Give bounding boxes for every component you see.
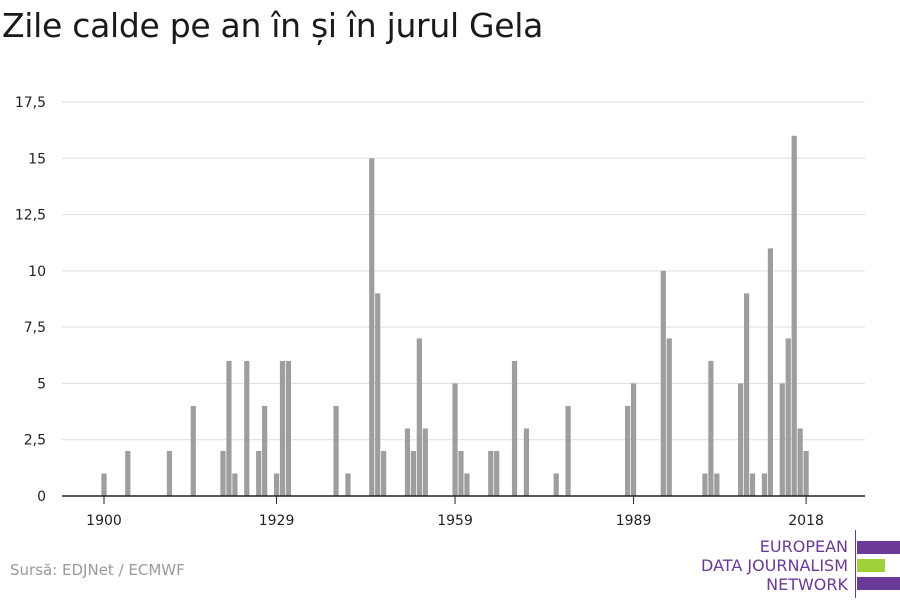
bar-2002 <box>708 360 714 496</box>
x-axis-ticks: 1900 1929 1959 1989 2018 <box>86 496 824 529</box>
logo-bar-purple-bottom <box>857 577 900 590</box>
bar-1900 <box>101 473 107 496</box>
logo-line-3: NETWORK <box>766 575 848 594</box>
bar-2016 <box>791 135 797 496</box>
bar-1929 <box>273 473 280 496</box>
x-tick-label: 1959 <box>437 513 473 529</box>
y-tick-label: 5 <box>37 376 46 392</box>
bar-1945 <box>369 158 375 497</box>
bar-2012 <box>767 248 773 496</box>
bar-1966 <box>494 450 500 496</box>
bar-1946 <box>375 293 381 496</box>
bar-2018 <box>803 450 809 496</box>
x-tick-label: 1900 <box>86 513 122 529</box>
y-tick-label: 2,5 <box>24 433 46 449</box>
bar-1994 <box>660 270 666 496</box>
bar-2015 <box>785 338 791 496</box>
bar-1951 <box>404 428 411 496</box>
source-note: Sursă: EDJNet / ECMWF <box>10 561 185 579</box>
bar-1961 <box>464 473 470 496</box>
bar-1953 <box>416 338 422 496</box>
bar-1954 <box>422 428 428 496</box>
x-tick-label: 1929 <box>259 513 295 529</box>
edjnet-logo: EUROPEAN DATA JOURNALISM NETWORK <box>700 530 900 598</box>
bar-2014 <box>779 383 785 496</box>
logo-divider <box>855 530 856 598</box>
bar-1971 <box>523 428 530 496</box>
bar-1995 <box>666 338 672 496</box>
bar-1920 <box>220 450 226 496</box>
logo-line-2: DATA JOURNALISM <box>701 556 848 575</box>
bar-2008 <box>744 293 750 496</box>
bar-2007 <box>738 383 744 496</box>
logo-bar-green <box>857 559 885 572</box>
bar-1927 <box>262 405 268 496</box>
bar-1988 <box>625 405 631 496</box>
x-tick-label: 1989 <box>616 513 652 529</box>
bar-1915 <box>190 405 196 496</box>
y-tick-label: 10 <box>28 264 46 280</box>
bar-1976 <box>553 473 559 496</box>
bars <box>101 135 809 497</box>
bar-1921 <box>226 360 232 496</box>
bar-1978 <box>565 405 571 496</box>
bar-1911 <box>166 450 173 496</box>
bar-1952 <box>410 450 416 496</box>
bar-1924 <box>244 360 250 496</box>
y-axis-ticks: 0 2,5 5 7,5 10 12,5 15 17,5 <box>15 95 46 505</box>
bar-1965 <box>488 450 494 496</box>
y-tick-label: 17,5 <box>15 95 46 111</box>
bar-2003 <box>714 473 720 496</box>
bar-1931 <box>285 360 292 496</box>
bar-1947 <box>381 450 387 496</box>
bar-1969 <box>511 360 518 496</box>
bar-2001 <box>702 473 708 496</box>
x-tick-label: 2018 <box>788 513 824 529</box>
y-tick-label: 15 <box>28 151 46 167</box>
bar-1959 <box>452 383 458 496</box>
y-tick-label: 12,5 <box>15 208 46 224</box>
bar-1989 <box>630 383 637 496</box>
bar-1926 <box>256 450 262 496</box>
chart-title: Zile calde pe an în și în jurul Gela <box>2 6 544 45</box>
logo-bar-purple-top <box>857 541 900 554</box>
bar-2011 <box>761 473 768 496</box>
bar-1960 <box>458 450 464 496</box>
bar-1930 <box>279 360 286 496</box>
bar-2009 <box>749 473 756 496</box>
bar-1941 <box>345 473 351 496</box>
logo-line-1: EUROPEAN <box>759 537 848 556</box>
bar-1939 <box>333 405 339 496</box>
bar-2017 <box>797 428 803 496</box>
y-tick-label: 7,5 <box>24 320 46 336</box>
y-tick-label: 0 <box>37 489 46 505</box>
bar-1904 <box>125 450 131 496</box>
bar-1922 <box>232 473 238 496</box>
